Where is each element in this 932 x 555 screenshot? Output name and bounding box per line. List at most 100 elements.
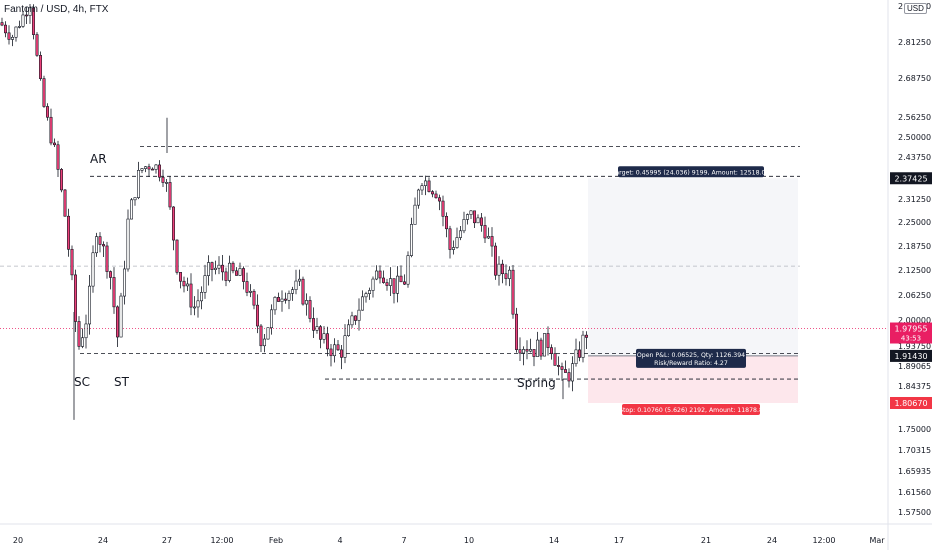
candle-body	[91, 252, 95, 287]
candle-body	[304, 300, 308, 305]
candle-body	[77, 321, 81, 347]
candle-body	[158, 164, 162, 178]
candle-body	[203, 275, 207, 293]
candle-body	[465, 214, 469, 220]
candle-body	[532, 349, 536, 357]
candle-body	[472, 210, 476, 224]
candle-body	[297, 278, 301, 282]
candle-body	[109, 271, 113, 278]
candle-body	[339, 349, 343, 358]
candle-body	[245, 281, 249, 293]
current-price-tag: 1.97955	[894, 325, 927, 334]
price-tick-label: 2.06250	[898, 291, 931, 300]
price-tick-label: 1.84375	[898, 382, 931, 391]
candle-body	[228, 262, 232, 281]
candle-body	[336, 344, 340, 351]
time-tick-label: 12:00	[812, 536, 835, 545]
candle-body	[98, 236, 102, 245]
candle-body	[290, 289, 294, 294]
candle-body	[165, 182, 169, 184]
candle-body	[273, 297, 277, 311]
candle-body	[385, 282, 389, 286]
candle-body	[38, 55, 42, 79]
candle-body	[430, 191, 434, 195]
open-pl-box-bg	[636, 348, 746, 368]
open-pl-box-text: Open P&L: 0.06525, Qty: 1126.394	[637, 352, 745, 359]
candle-body	[4, 24, 8, 34]
candle-body	[193, 306, 197, 309]
candle-body	[35, 34, 39, 56]
candle-body	[266, 327, 270, 340]
time-tick-label: 4	[337, 536, 342, 545]
candle-body	[325, 333, 329, 350]
wyckoff-label: Spring	[517, 376, 556, 390]
candle-body	[451, 247, 455, 250]
candle-body	[378, 270, 382, 279]
price-tick-label: 2.12500	[898, 266, 931, 275]
candle-body	[402, 281, 406, 285]
candle-body	[388, 278, 392, 286]
candle-body	[542, 333, 546, 357]
price-tick-label: 1.89065	[898, 362, 931, 371]
candle-body	[242, 268, 246, 282]
candle-body	[255, 304, 259, 327]
stop-box-text: Stop: 0.10760 (5.626) 2192, Amount: 1187…	[619, 407, 763, 414]
candle-body	[49, 116, 53, 144]
candle-body	[413, 204, 417, 225]
candle-body	[217, 264, 221, 269]
candle-body	[563, 369, 567, 373]
candle-body	[189, 283, 193, 308]
candle-body	[486, 236, 490, 239]
candle-body	[448, 228, 452, 250]
candle-body	[455, 237, 459, 248]
candle-body	[137, 170, 141, 198]
candle-body	[371, 278, 375, 291]
price-tick-label: 2.56250	[898, 113, 931, 122]
stop-box-bg	[622, 403, 760, 415]
time-tick-label: 17	[614, 536, 624, 545]
candle-body	[221, 264, 225, 273]
candle-body	[186, 283, 190, 287]
time-tick-label: 27	[162, 536, 172, 545]
candle-body	[584, 334, 588, 338]
candle-body	[0, 22, 4, 26]
candle-body	[490, 236, 494, 247]
candle-body	[210, 262, 214, 270]
candle-body	[539, 339, 543, 357]
time-tick-label: 7	[401, 536, 406, 545]
candle-body	[7, 32, 11, 40]
candle-body	[308, 300, 312, 319]
candle-body	[570, 363, 574, 382]
candle-body	[441, 200, 445, 217]
candle-body	[458, 230, 462, 238]
candle-body	[147, 166, 151, 170]
time-tick-label: 21	[701, 536, 711, 545]
candle-body	[231, 262, 235, 272]
candle-body	[514, 313, 518, 350]
currency-badge[interactable]: USD	[904, 3, 927, 14]
open-pl-box: Open P&L: 0.06525, Qty: 1126.394Risk/Rew…	[636, 348, 746, 368]
price-tick-label: 2.18750	[898, 242, 931, 251]
candle-body	[581, 334, 585, 358]
price-tick-label: 2.50000	[898, 133, 931, 142]
candle-body	[423, 180, 427, 186]
candle-body	[17, 26, 21, 28]
target-box: Target: 0.45995 (24.036) 9199, Amount: 1…	[612, 166, 769, 178]
candle-body	[31, 7, 35, 35]
target-box-bg	[618, 166, 764, 178]
time-tick-label: Mar	[869, 536, 885, 545]
candle-body	[420, 185, 424, 191]
candle-body	[374, 270, 378, 280]
candle-body	[95, 236, 99, 254]
stop-price-tag-bg	[890, 396, 932, 409]
candle-body	[224, 271, 228, 281]
candle-body	[479, 217, 483, 226]
candle-body	[549, 347, 553, 354]
candle-body	[269, 309, 273, 328]
candle-body	[214, 267, 218, 270]
candle-body	[511, 269, 515, 315]
candle-body	[518, 349, 522, 354]
candle-body	[63, 189, 67, 217]
